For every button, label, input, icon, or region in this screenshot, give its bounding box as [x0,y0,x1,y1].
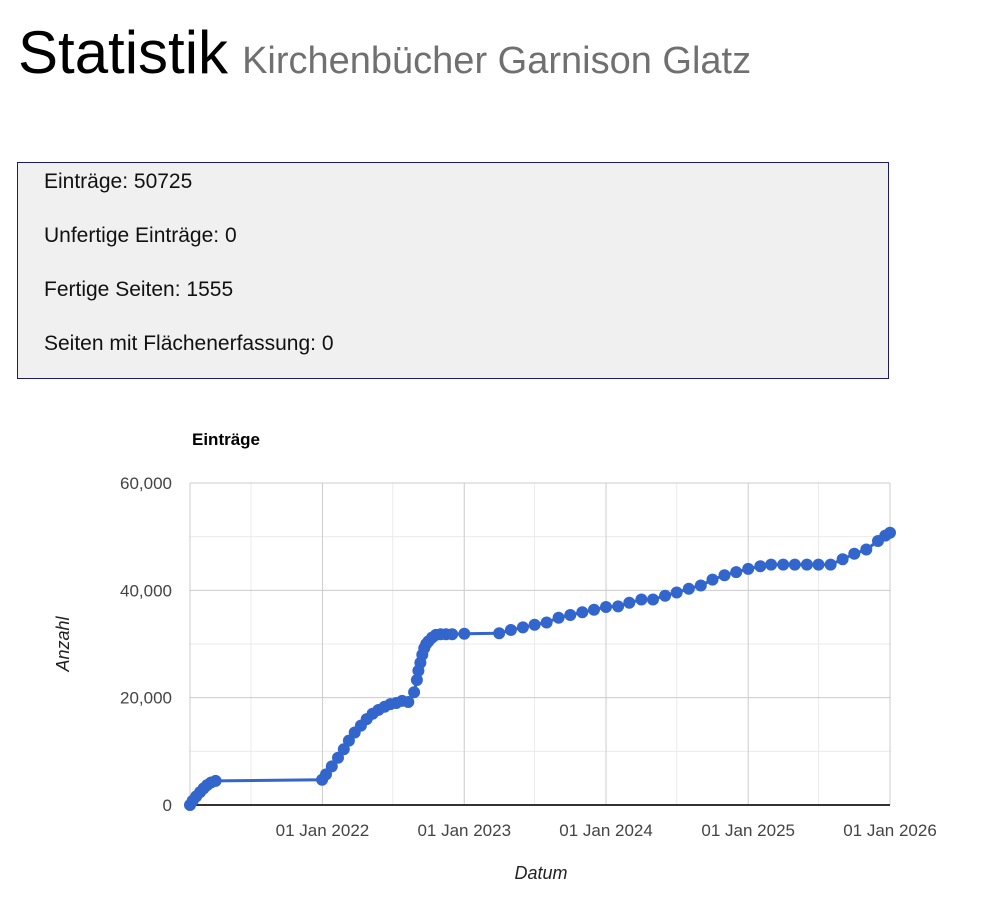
page-title: Statistik [18,19,229,86]
data-point [860,543,873,556]
stat-value: 0 [321,332,334,355]
data-point [408,686,421,699]
data-point [824,558,837,571]
data-point [884,526,896,539]
stat-finished-pages: Fertige Seiten: 1555 [44,278,234,301]
data-point [754,560,767,573]
data-point [504,624,517,636]
data-point [730,566,743,579]
data-point [540,616,553,629]
minor-gridlines [190,483,890,805]
y-tick-label: 0 [163,796,172,815]
y-tick-label: 40,000 [120,581,172,600]
stat-value: 50725 [133,170,193,193]
page-subtitle: Kirchenbücher Garnison Glatz [242,40,752,82]
data-point [800,558,813,571]
stat-entries: Einträge: 50725 [44,170,193,193]
data-point [446,628,459,641]
data-point [706,573,719,586]
data-point [576,606,589,619]
major-gridlines [189,482,891,805]
stat-label: Einträge [44,170,123,193]
y-tick-label: 60,000 [120,474,172,493]
stat-label: Fertige Seiten [44,278,175,301]
x-axis-label: Datum [514,863,567,883]
data-point [742,562,755,575]
page-header: Statistik Kirchenbücher Garnison Glatz [18,18,751,87]
data-point [552,611,565,624]
data-point [812,558,825,571]
data-point [600,601,612,613]
data-point [765,558,778,571]
data-point [836,553,849,566]
data-point [410,674,423,686]
data-point [402,696,415,708]
stat-value: 0 [224,224,237,247]
data-point [718,569,731,582]
data-point [458,627,471,640]
stat-value: 1555 [186,278,234,301]
x-tick-label: 01 Jan 2025 [701,821,795,840]
data-point [647,593,659,606]
data-point [659,589,672,602]
data-point [788,558,801,571]
series-line [188,531,891,806]
data-point [694,579,707,592]
stat-label: Unfertige Einträge [44,224,214,247]
data-point [848,547,861,560]
series-points [184,526,896,811]
data-point [635,593,648,606]
stat-label: Seiten mit Flächenerfassung [44,332,311,355]
data-point [623,596,636,609]
data-point [493,627,506,640]
x-tick-label: 01 Jan 2024 [559,821,653,840]
x-tick-label: 01 Jan 2022 [276,821,370,840]
data-point [564,609,577,621]
stats-panel: Einträge: 50725 Unfertige Einträge: 0 Fe… [17,162,889,379]
data-point [682,582,695,595]
x-tick-label: 01 Jan 2023 [417,821,511,840]
data-point [332,751,344,764]
data-point [588,603,600,616]
data-point [528,618,541,631]
data-point [516,621,529,634]
chart-title: Einträge [192,430,260,449]
x-tick-label: 01 Jan 2026 [843,821,937,840]
data-point [612,600,625,613]
data-point [209,774,222,787]
y-axis-ticks: 0 20,000 40,000 60,000 [120,474,172,815]
y-tick-label: 20,000 [120,689,172,708]
x-axis-ticks: 01 Jan 2022 01 Jan 2023 01 Jan 2024 01 Jan … [276,821,937,840]
data-point [777,558,790,571]
data-point [670,586,683,599]
data-point [325,760,338,773]
stat-unfinished-entries: Unfertige Einträge: 0 [44,224,237,247]
y-axis-label: Anzahl [53,615,73,672]
stat-area-pages: Seiten mit Flächenerfassung: 0 [44,332,334,355]
